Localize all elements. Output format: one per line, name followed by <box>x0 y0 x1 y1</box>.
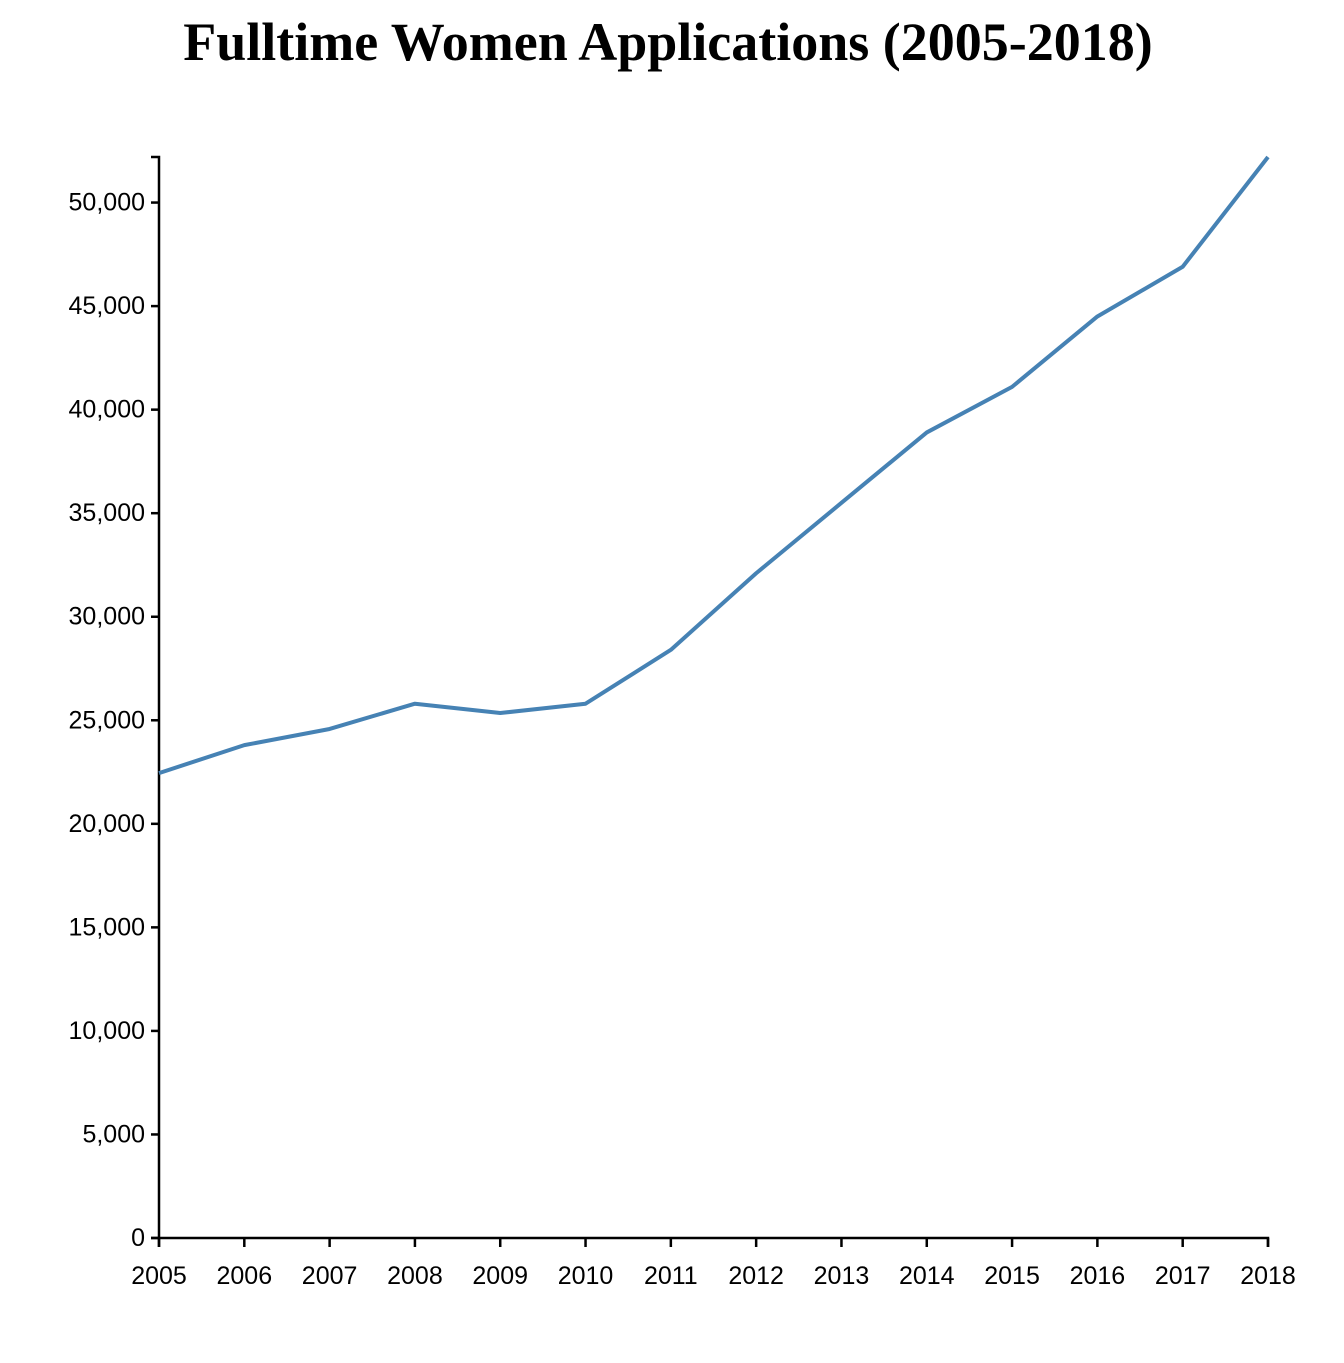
y-tick-label: 15,000 <box>69 913 145 941</box>
plot-area <box>158 155 1270 775</box>
y-tick-label: 30,000 <box>69 603 145 631</box>
y-axis-line <box>151 155 161 1240</box>
y-tick-label: 45,000 <box>69 292 145 320</box>
x-tick-label: 2011 <box>644 1262 698 1290</box>
x-tick-label: 2012 <box>728 1262 784 1290</box>
x-tick-label: 2015 <box>984 1262 1040 1290</box>
x-tick-label: 2005 <box>131 1262 187 1290</box>
chart-title: Fulltime Women Applications (2005-2018) <box>183 12 1153 72</box>
y-tick-label: 50,000 <box>69 189 145 217</box>
x-tick-label: 2017 <box>1155 1262 1211 1290</box>
series-line <box>158 155 1270 775</box>
x-tick-label: 2010 <box>558 1262 614 1290</box>
x-tick-label: 2013 <box>814 1262 870 1290</box>
y-tick-label: 5,000 <box>82 1120 145 1148</box>
x-axis-line <box>157 1236 1270 1247</box>
x-tick-label: 2016 <box>1070 1262 1126 1290</box>
x-tick-label: 2008 <box>387 1262 443 1290</box>
y-tick-label: 35,000 <box>69 499 145 527</box>
x-tick-label: 2018 <box>1240 1262 1296 1290</box>
x-tick-label: 2007 <box>302 1262 358 1290</box>
x-axis: 2005 2006 2007 2008 2009 2010 2011 2012 2013 2014… <box>131 1236 1296 1290</box>
x-tick-label: 2014 <box>899 1262 955 1290</box>
y-tick-label: 40,000 <box>69 396 145 424</box>
y-tick-label: 25,000 <box>69 706 145 734</box>
y-axis: 0 5,000 10,000 15,000 20,000 25,000 30,000 35,0… <box>69 155 161 1252</box>
x-tick-label: 2006 <box>216 1262 272 1290</box>
y-tick-label: 10,000 <box>69 1017 145 1045</box>
y-tick-label: 20,000 <box>69 810 145 838</box>
x-tick-label: 2009 <box>472 1262 528 1290</box>
y-tick-label: 0 <box>131 1224 145 1252</box>
